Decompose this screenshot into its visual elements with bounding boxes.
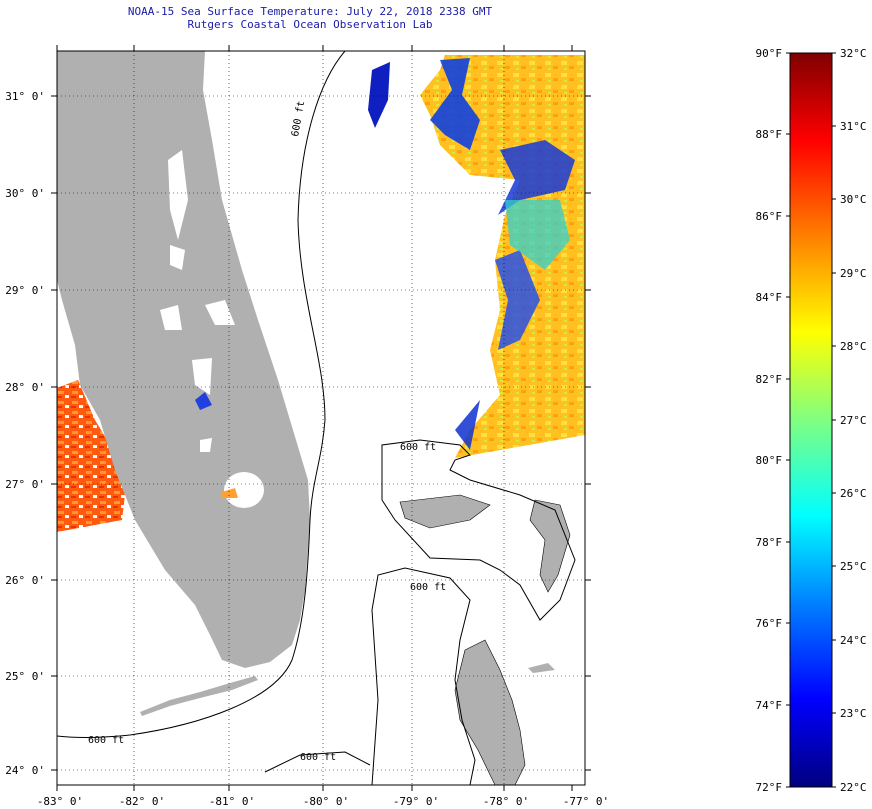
inland-sst-patch: [195, 392, 212, 410]
colorbar-c-label: 31°C: [840, 120, 867, 133]
florida-keys: [140, 676, 258, 716]
cold-patch-north: [430, 58, 480, 150]
colorbar-c-label: 27°C: [840, 414, 867, 427]
colorbar-c-label: 30°C: [840, 193, 867, 206]
lat-label: 30° 0': [5, 187, 45, 200]
colorbar-f-label: 80°F: [756, 454, 783, 467]
lake-sst-patch: [222, 488, 238, 498]
map-title: NOAA-15 Sea Surface Temperature: July 22…: [127, 5, 493, 18]
lat-label: 25° 0': [5, 670, 45, 683]
contour-label: 600 ft: [410, 582, 446, 593]
berry-islands: [528, 663, 555, 673]
colorbar-c-label: 26°C: [840, 487, 867, 500]
inland-water: [205, 300, 235, 325]
depth-contour-andros: [371, 567, 476, 785]
map-area: [57, 51, 585, 785]
graticule: [57, 51, 585, 785]
colorbar-ticks: [786, 52, 836, 788]
inland-water: [200, 438, 212, 452]
colorbar-f-label: 82°F: [756, 373, 783, 386]
cold-patch-mid: [498, 140, 575, 215]
lon-label: -81° 0': [209, 795, 255, 808]
colorbar-f-label: 76°F: [756, 617, 783, 630]
lon-label: -82° 0': [119, 795, 165, 808]
colorbar-f-label: 84°F: [756, 291, 783, 304]
colorbar-f-label: 86°F: [756, 210, 783, 223]
inland-water: [160, 305, 182, 330]
colorbar: [789, 52, 833, 788]
lat-label: 29° 0': [5, 284, 45, 297]
colorbar-c-label: 24°C: [840, 634, 867, 647]
inland-water: [192, 358, 212, 395]
colorbar-c-label: 22°C: [840, 781, 867, 794]
andros-island: [454, 639, 526, 785]
colorbar-f-label: 72°F: [756, 781, 783, 794]
depth-contour-bahama-bank: [381, 439, 576, 621]
cold-patch-south: [495, 250, 540, 350]
gulf-sst-swath: [57, 380, 125, 532]
colorbar-f-label: 74°F: [756, 699, 783, 712]
florida-land: [57, 51, 310, 668]
depth-contour-west: [57, 51, 346, 738]
lon-label: -79° 0': [393, 795, 439, 808]
lat-label: 28° 0': [5, 381, 45, 394]
cyan-patch: [505, 200, 570, 270]
colorbar-c-label: 32°C: [840, 47, 867, 60]
inland-water: [168, 150, 188, 240]
axis-ticks: [51, 45, 591, 791]
lon-label: -77° 0': [563, 795, 609, 808]
lon-label: -80° 0': [303, 795, 349, 808]
lat-label: 27° 0': [5, 478, 45, 491]
inland-water: [170, 245, 185, 270]
lake-okeechobee: [224, 472, 264, 508]
colorbar-c-label: 29°C: [840, 267, 867, 280]
grand-bahama-island: [399, 494, 491, 529]
colorbar-f-label: 78°F: [756, 536, 783, 549]
cold-patch-edge: [455, 400, 480, 450]
cold-patch-offshore: [368, 62, 390, 128]
contour-label: 600 ft: [400, 442, 436, 453]
lon-label: -83° 0': [37, 795, 83, 808]
lon-label: -78° 0': [483, 795, 529, 808]
colorbar-c-label: 28°C: [840, 340, 867, 353]
contour-label: 600 ft: [300, 752, 336, 763]
map-frame: [56, 50, 586, 786]
lat-label: 31° 0': [5, 90, 45, 103]
contour-label: 600 ft: [88, 735, 124, 746]
lat-label: 26° 0': [5, 574, 45, 587]
map-subtitle: Rutgers Coastal Ocean Observation Lab: [187, 18, 433, 31]
colorbar-c-label: 25°C: [840, 560, 867, 573]
colorbar-f-label: 88°F: [756, 128, 783, 141]
colorbar-f-label: 90°F: [756, 47, 783, 60]
colorbar-c-label: 23°C: [840, 707, 867, 720]
lat-label: 24° 0': [5, 764, 45, 777]
depth-contour-south: [264, 751, 371, 773]
